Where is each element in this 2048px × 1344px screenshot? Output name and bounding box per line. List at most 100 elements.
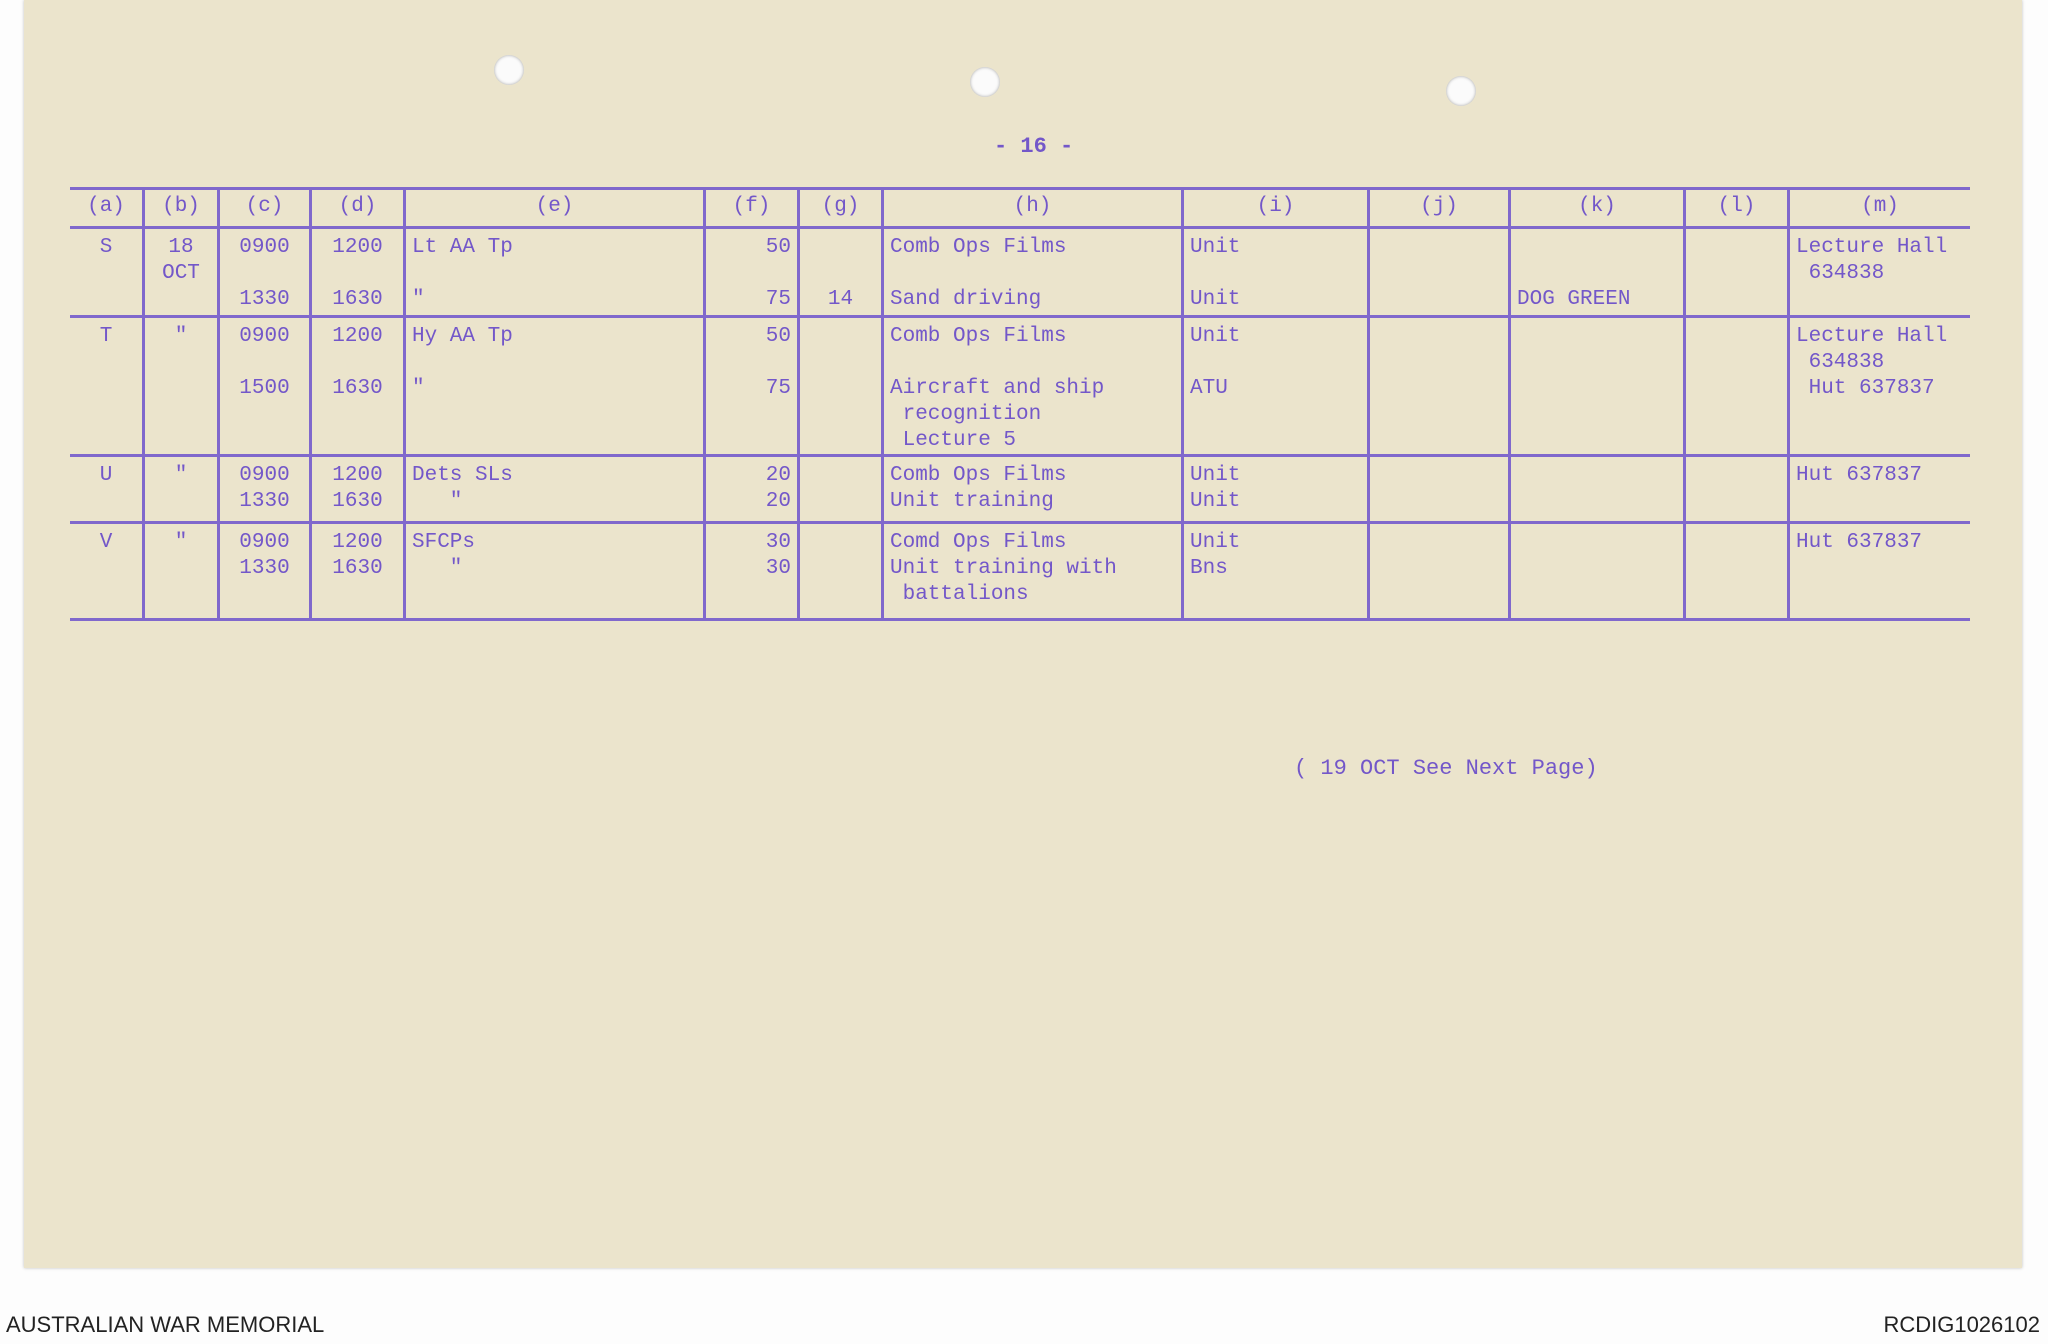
table-cell [1683, 524, 1787, 618]
cell-line: 30 [765, 557, 791, 580]
cell-line [890, 261, 1175, 287]
table-cell: Comb Ops Films Sand driving [881, 229, 1181, 315]
schedule-table: (a) (b) (c) (d) (e) (f) (g) (h) (i) (j) (k) (l) (m) … [70, 187, 1970, 621]
cell-line [1190, 261, 1361, 287]
cell-line: recognition [890, 403, 1042, 426]
cell-line [712, 261, 791, 287]
cell-line [412, 350, 697, 376]
table-cell: " [142, 318, 217, 454]
table-cell: S [70, 229, 142, 315]
table-cell: Unit Unit [1181, 229, 1367, 315]
table-cell [1367, 524, 1508, 618]
table-cell [797, 318, 881, 454]
column-header: (h) [881, 190, 1181, 226]
cell-line: Hut 637837 [1796, 531, 1923, 554]
cell-line: Hut 637837 [1796, 464, 1923, 487]
table-cell: " [142, 457, 217, 521]
table-cell: " [142, 524, 217, 618]
column-header: (b) [142, 190, 217, 226]
cell-line: 14 [827, 288, 854, 311]
column-header: (d) [309, 190, 403, 226]
cell-line: Unit [1190, 531, 1241, 554]
cell-line: 1500 [239, 377, 290, 400]
cell-line: V [99, 531, 113, 554]
cell-line: 1630 [332, 377, 383, 400]
cell-line: OCT [162, 262, 200, 285]
punch-hole [1446, 76, 1476, 106]
document-page: - 16 - (a) (b) (c) (d) (e) (f) (g) (h) (i) (j) (k)… [24, 0, 2022, 1268]
table-cell: Unit Unit [1181, 457, 1367, 521]
cell-line: " [174, 531, 188, 554]
cell-line: Comb Ops Films [890, 325, 1067, 348]
cell-line: " [174, 464, 188, 487]
cell-line: 20 [765, 464, 791, 487]
cell-line: Unit [1190, 325, 1241, 348]
cell-line: Unit training with [890, 557, 1117, 580]
footer-id: RCDIG1026102 [1883, 1312, 2040, 1337]
cell-line: 50 [765, 325, 791, 348]
table-cell: Dets SLs " [403, 457, 703, 521]
table-row: S 18 OCT 0900 1330 1200 1630 Lt AA Tp " 50 75 14 Com… [70, 229, 1970, 318]
table-cell: 1200 1630 [309, 457, 403, 521]
cell-line: 1630 [332, 557, 383, 580]
cell-line: 1200 [332, 236, 383, 259]
cell-line: 1630 [332, 288, 383, 311]
cell-line: Lecture Hall [1796, 325, 1948, 348]
table-cell: Comb Ops Films Aircraft and ship recognit… [881, 318, 1181, 454]
cell-line [806, 261, 875, 287]
cell-line: Bns [1190, 557, 1228, 580]
table-cell: Unit ATU [1181, 318, 1367, 454]
cell-line: Comb Ops Films [890, 464, 1067, 487]
table-cell: 18 OCT [142, 229, 217, 315]
table-cell [1367, 457, 1508, 521]
table-cell: 20 20 [703, 457, 797, 521]
table-cell: Unit Bns [1181, 524, 1367, 618]
table-cell: 0900 1500 [217, 318, 309, 454]
page-number: - 16 - [994, 134, 1074, 159]
table-cell: Comb Ops Films Unit training [881, 457, 1181, 521]
cell-line: 1330 [239, 557, 290, 580]
cell-line: S [99, 236, 113, 259]
table-cell [1367, 318, 1508, 454]
table-row: U " 0900 1330 1200 1630 Dets SLs " 20 20 Comb Ops… [70, 457, 1970, 524]
cell-line: 634838 [1796, 262, 1885, 285]
cell-line: 0900 [239, 236, 290, 259]
table-cell [1508, 457, 1683, 521]
cell-line: 1330 [239, 490, 290, 513]
column-header: (i) [1181, 190, 1367, 226]
cell-line: Unit [1190, 490, 1241, 513]
column-header: (c) [217, 190, 309, 226]
column-header: (k) [1508, 190, 1683, 226]
cell-line: 75 [765, 288, 791, 311]
cell-line: " [412, 288, 425, 311]
table-cell [1508, 524, 1683, 618]
cell-line: " [412, 490, 463, 513]
cell-line: Lecture 5 [890, 429, 1017, 452]
table-row: V " 0900 1330 1200 1630 SFCPs " 30 30 Comd Ops Fi… [70, 524, 1970, 621]
cell-line: Lecture Hall [1796, 236, 1948, 259]
cell-line: Unit [1190, 464, 1241, 487]
column-header: (a) [87, 195, 125, 218]
cell-line: Hy AA Tp [412, 325, 513, 348]
table-cell: Hut 637837 [1787, 524, 1970, 618]
cell-line: 0900 [239, 531, 290, 554]
cell-line: DOG GREEN [1517, 288, 1631, 311]
cell-line: 1330 [239, 288, 290, 311]
table-cell: Comd Ops Films Unit training with battali… [881, 524, 1181, 618]
cell-line: ATU [1190, 377, 1228, 400]
table-cell: 50 75 [703, 229, 797, 315]
continuation-note: ( 19 OCT See Next Page) [1294, 756, 1598, 781]
table-header-row: (a) (b) (c) (d) (e) (f) (g) (h) (i) (j) (k) (l) (m) [70, 190, 1970, 229]
cell-line: Comb Ops Films [890, 236, 1067, 259]
table-cell: SFCPs " [403, 524, 703, 618]
cell-line [890, 350, 1175, 376]
table-cell: T [70, 318, 142, 454]
cell-line: Aircraft and ship [890, 377, 1105, 400]
table-cell: Lecture Hall 634838 [1787, 229, 1970, 315]
cell-line: Sand driving [890, 288, 1042, 311]
cell-line [1190, 350, 1361, 376]
punch-hole [494, 55, 524, 85]
table-cell: 14 [797, 229, 881, 315]
cell-line: 0900 [239, 325, 290, 348]
column-header: (m) [1787, 190, 1970, 226]
